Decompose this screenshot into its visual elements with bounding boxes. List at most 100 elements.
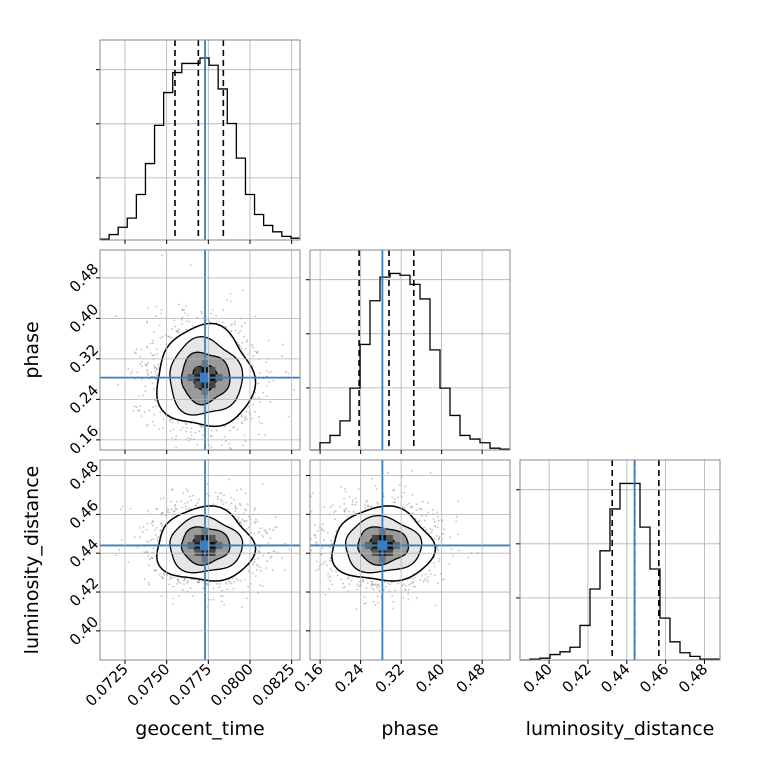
scatter-phase-vs-luminosity-distance-sample-point (417, 507, 420, 510)
scatter-geocent-time-vs-phase-sample-point (146, 370, 149, 373)
scatter-phase-vs-luminosity-distance-sample-point (393, 489, 395, 492)
scatter-phase-vs-luminosity-distance-sample-point (404, 588, 406, 591)
scatter-geocent-time-vs-phase-sample-point (131, 370, 133, 373)
scatter-phase-vs-luminosity-distance-sample-point (424, 573, 427, 576)
scatter-geocent-time-vs-phase-sample-point (200, 310, 203, 313)
scatter-geocent-time-vs-luminosity-distance-sample-point (194, 504, 197, 507)
scatter-geocent-time-vs-phase-sample-point (185, 328, 188, 331)
scatter-geocent-time-vs-luminosity-distance-sample-point (176, 583, 178, 585)
scatter-phase-vs-luminosity-distance-sample-point (392, 600, 395, 603)
scatter-geocent-time-vs-phase-sample-point (151, 354, 154, 357)
scatter-geocent-time-vs-luminosity-distance-sample-point (218, 492, 221, 495)
scatter-geocent-time-vs-phase-sample-point (256, 350, 259, 353)
scatter-geocent-time-vs-luminosity-distance-sample-point (189, 495, 191, 498)
scatter-phase-vs-luminosity-distance-sample-point (467, 556, 470, 559)
scatter-geocent-time-vs-luminosity-distance-sample-point (154, 534, 157, 536)
scatter-geocent-time-vs-phase-sample-point (215, 429, 218, 432)
scatter-phase-vs-luminosity-distance-sample-point (439, 573, 442, 575)
scatter-geocent-time-vs-phase-sample-point (152, 331, 155, 333)
scatter-geocent-time-vs-phase-sample-point (145, 424, 148, 427)
scatter-geocent-time-vs-phase-sample-point (265, 369, 268, 372)
scatter-geocent-time-vs-luminosity-distance-sample-point (216, 495, 219, 498)
scatter-geocent-time-vs-luminosity-distance-sample-point (257, 592, 260, 595)
scatter-geocent-time-vs-phase-sample-point (241, 347, 243, 350)
scatter-geocent-time-vs-luminosity-distance-sample-point (220, 492, 223, 495)
scatter-geocent-time-vs-phase-sample-point (191, 324, 194, 327)
scatter-phase-vs-luminosity-distance-sample-point (351, 503, 354, 506)
scatter-geocent-time-vs-luminosity-distance-sample-point (143, 551, 146, 554)
scatter-geocent-time-vs-luminosity-distance-sample-point (145, 550, 148, 553)
scatter-geocent-time-vs-luminosity-distance-sample-point (157, 535, 160, 538)
scatter-geocent-time-vs-luminosity-distance-sample-point (241, 518, 244, 521)
scatter-phase-vs-luminosity-distance-sample-point (424, 519, 426, 522)
scatter-geocent-time-vs-luminosity-distance-content (100, 460, 300, 660)
scatter-geocent-time-vs-luminosity-distance-sample-point (252, 563, 254, 566)
scatter-geocent-time-vs-phase-sample-point (236, 341, 239, 344)
scatter-phase-vs-luminosity-distance-sample-point (438, 557, 441, 560)
scatter-geocent-time-vs-luminosity-distance-sample-point (219, 583, 222, 585)
scatter-geocent-time-vs-luminosity-distance-sample-point (251, 572, 254, 575)
scatter-phase-vs-luminosity-distance-sample-point (363, 596, 366, 598)
scatter-phase-vs-luminosity-distance-sample-point (315, 560, 318, 563)
scatter-geocent-time-vs-luminosity-distance-sample-point (156, 539, 159, 542)
scatter-geocent-time-vs-luminosity-distance-sample-point (218, 586, 221, 589)
scatter-geocent-time-vs-luminosity-distance-sample-point (225, 581, 227, 584)
scatter-phase-vs-luminosity-distance-sample-point (420, 507, 423, 510)
scatter-geocent-time-vs-luminosity-distance-sample-point (156, 536, 159, 539)
scatter-geocent-time-vs-phase-sample-point (152, 406, 155, 409)
scatter-phase-vs-luminosity-distance-sample-point (455, 515, 458, 518)
scatter-geocent-time-vs-phase-sample-point (146, 346, 149, 349)
scatter-geocent-time-vs-luminosity-distance-sample-point (240, 488, 242, 491)
scatter-geocent-time-vs-phase-sample-point (250, 417, 253, 420)
scatter-geocent-time-vs-luminosity-distance-sample-point (262, 535, 265, 538)
scatter-geocent-time-vs-phase-sample-point (146, 320, 148, 323)
scatter-geocent-time-vs-luminosity-distance-sample-point (258, 530, 261, 533)
scatter-geocent-time-vs-phase-sample-point (139, 405, 141, 408)
scatter-geocent-time-vs-luminosity-distance-sample-point (159, 529, 162, 531)
scatter-phase-vs-luminosity-distance-sample-point (314, 534, 317, 537)
scatter-geocent-time-vs-phase-sample-point (147, 374, 150, 376)
scatter-geocent-time-vs-luminosity-distance-sample-point (281, 556, 283, 559)
scatter-geocent-time-vs-phase-sample-point (169, 418, 172, 420)
scatter-geocent-time-vs-luminosity-distance-sample-point (230, 582, 233, 585)
scatter-geocent-time-vs-phase-sample-point (287, 415, 290, 418)
scatter-phase-vs-luminosity-distance-sample-point (423, 526, 426, 529)
scatter-phase-vs-luminosity-distance-sample-point (411, 506, 413, 509)
scatter-geocent-time-vs-phase-sample-point (143, 411, 146, 414)
scatter-geocent-time-vs-luminosity-distance-sample-point (228, 580, 230, 583)
scatter-geocent-time-vs-phase-sample-point (240, 421, 243, 423)
scatter-geocent-time-vs-luminosity-distance-sample-point (142, 526, 145, 528)
scatter-phase-vs-luminosity-distance-sample-point (421, 514, 423, 517)
scatter-phase-vs-luminosity-distance-sample-point (351, 499, 354, 501)
scatter-phase-vs-luminosity-distance-sample-point (411, 581, 414, 583)
scatter-phase-vs-luminosity-distance-sample-point (313, 523, 316, 526)
scatter-phase-vs-luminosity-distance-sample-point (404, 485, 407, 488)
scatter-geocent-time-vs-phase-sample-point (142, 394, 144, 397)
scatter-phase-vs-luminosity-distance-sample-point (346, 515, 349, 518)
scatter-geocent-time-vs-luminosity-distance-sample-point (206, 483, 209, 485)
scatter-geocent-time-vs-phase-sample-point (258, 397, 260, 399)
scatter-geocent-time-vs-luminosity-distance-sample-point (189, 587, 192, 589)
scatter-geocent-time-vs-luminosity-distance-sample-point (153, 569, 156, 572)
scatter-phase-vs-luminosity-distance-sample-point (434, 574, 436, 576)
scatter-geocent-time-vs-phase-sample-point (183, 309, 185, 312)
scatter-phase-vs-luminosity-distance-sample-point (437, 549, 440, 552)
scatter-geocent-time-vs-phase-sample-point (138, 409, 141, 412)
scatter-phase-vs-luminosity-distance-sample-point (457, 500, 460, 503)
scatter-phase-vs-luminosity-distance-sample-point (371, 587, 373, 590)
scatter-geocent-time-vs-phase-sample-point (189, 437, 192, 440)
scatter-geocent-time-vs-luminosity-distance-sample-point (246, 503, 249, 506)
scatter-geocent-time-vs-phase-sample-point (160, 312, 163, 315)
scatter-phase-vs-luminosity-distance-sample-point (348, 576, 350, 579)
scatter-geocent-time-vs-luminosity-distance-sample-point (264, 529, 267, 532)
scatter-phase-vs-luminosity-distance-sample-point (376, 501, 378, 504)
scatter-geocent-time-vs-phase-sample-point (140, 348, 143, 351)
scatter-phase-vs-luminosity-distance-sample-point (436, 526, 439, 529)
scatter-geocent-time-vs-phase-sample-point (270, 370, 273, 373)
scatter-phase-vs-luminosity-distance-sample-point (315, 542, 318, 545)
scatter-geocent-time-vs-luminosity-distance-sample-point (155, 508, 158, 511)
scatter-geocent-time-vs-luminosity-distance-sample-point (258, 551, 261, 554)
scatter-geocent-time-vs-phase-sample-point (136, 371, 139, 374)
scatter-phase-vs-luminosity-distance-sample-point (317, 568, 320, 570)
scatter-geocent-time-vs-phase-sample-point (264, 434, 266, 437)
